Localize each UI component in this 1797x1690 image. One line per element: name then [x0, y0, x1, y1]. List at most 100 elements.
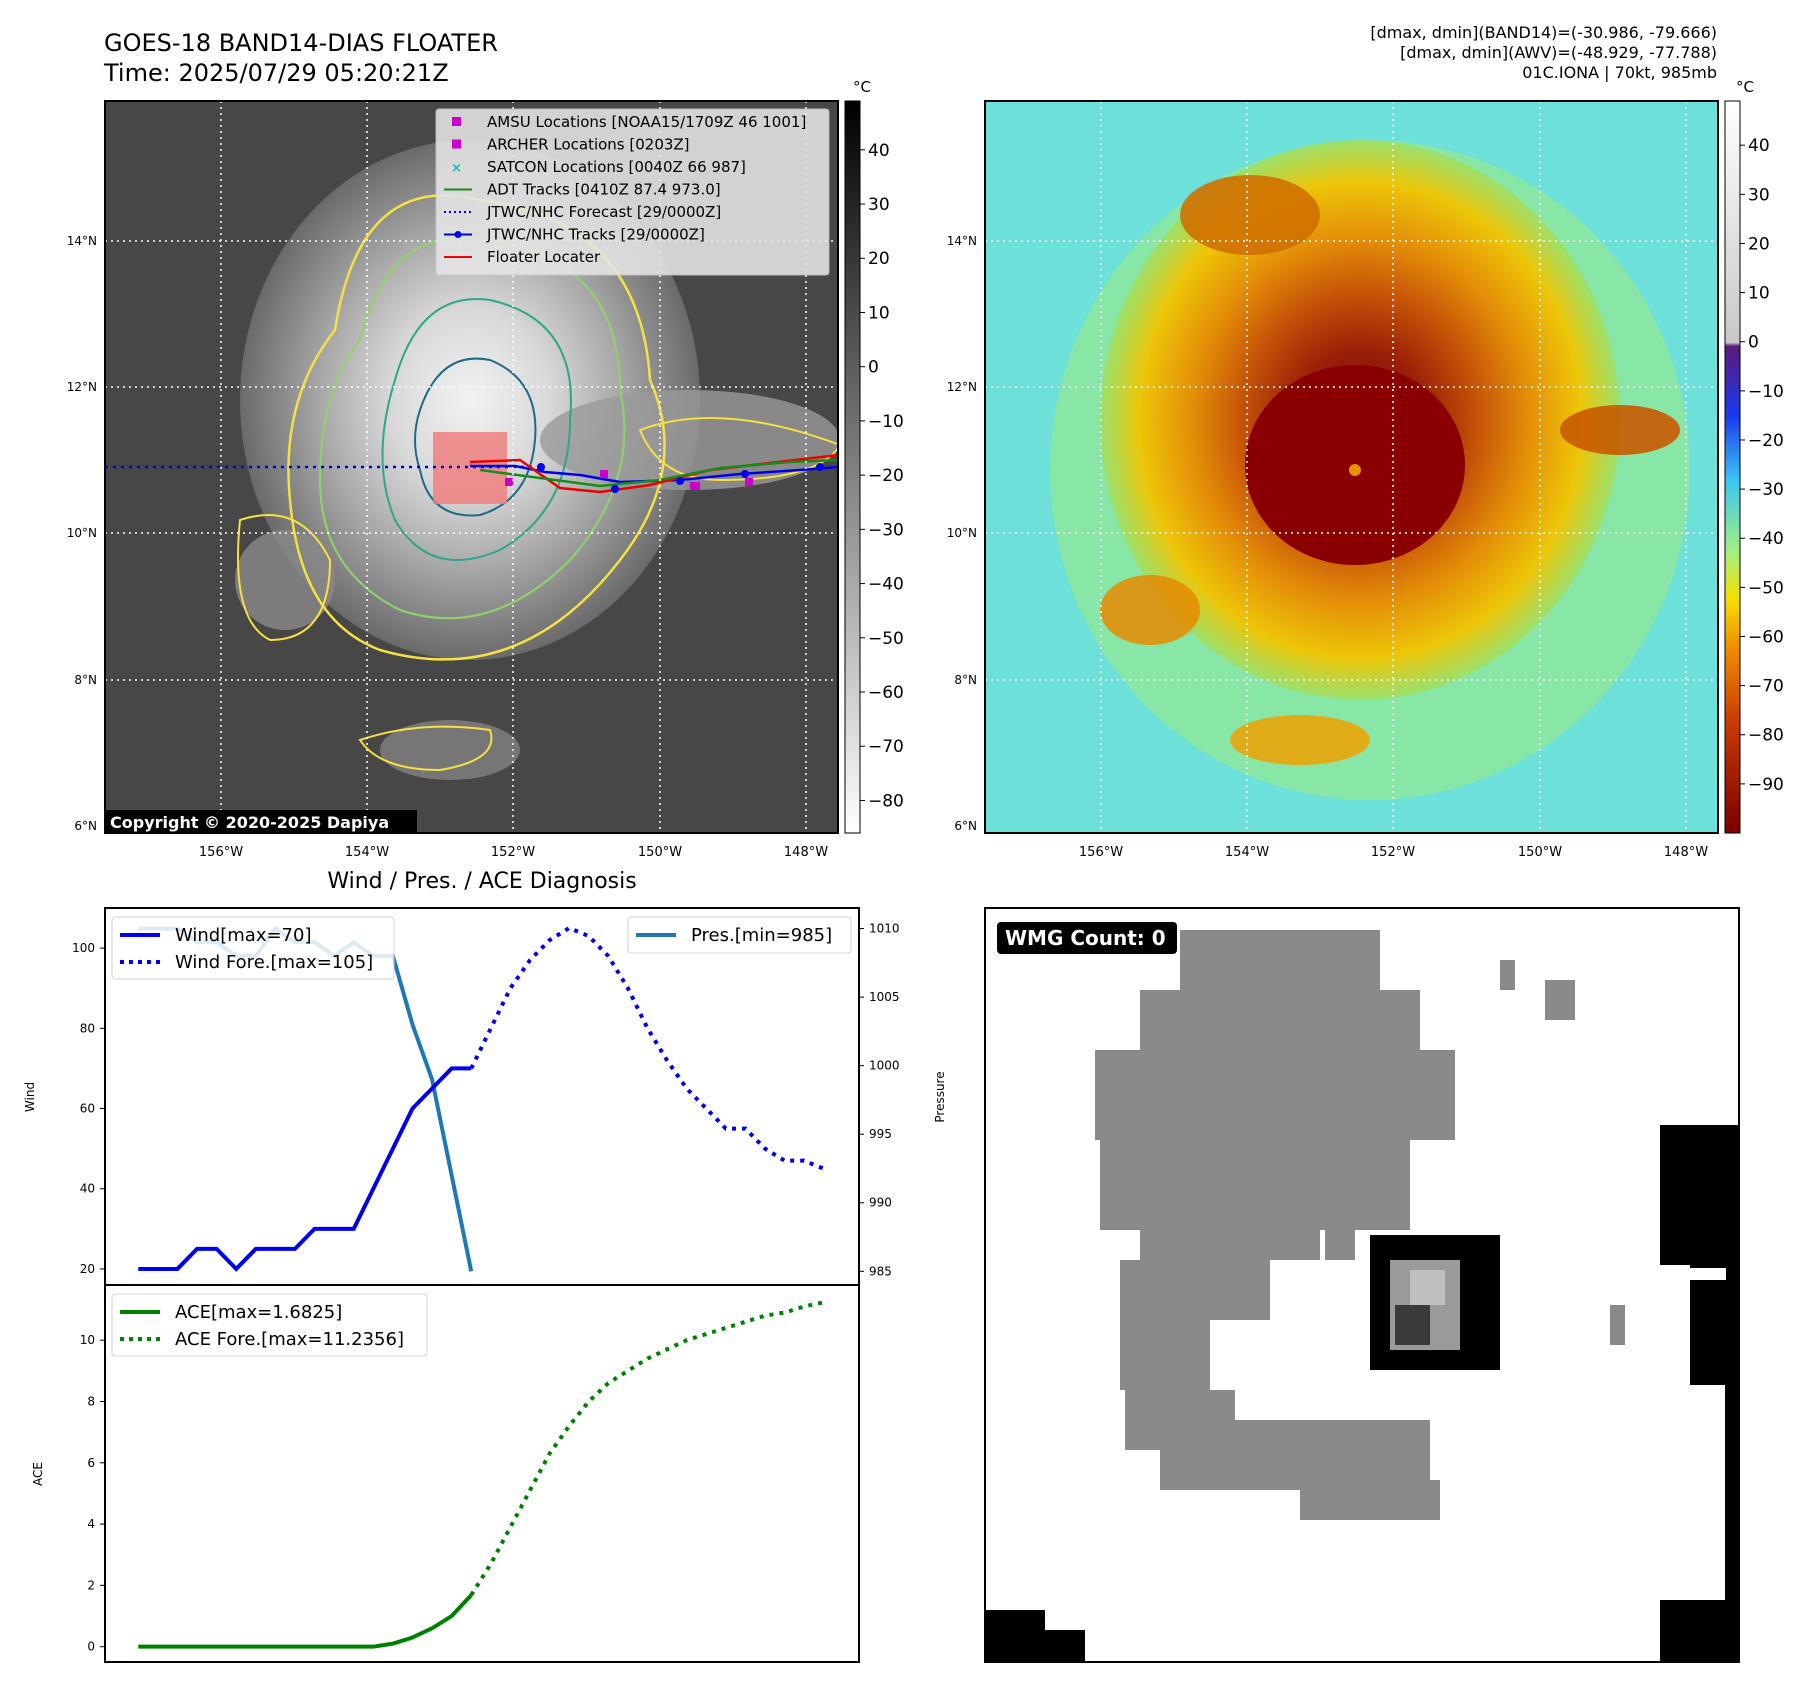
- colorbar-right-unit: °C: [1736, 78, 1754, 96]
- lon-label-right-150: 150°W: [1518, 845, 1562, 860]
- legend-label: ARCHER Locations [0203Z]: [487, 136, 690, 154]
- legend-marker: [452, 117, 461, 126]
- contour-core: [414, 357, 537, 517]
- colorbar-right-tick: −60: [1748, 627, 1784, 647]
- colorbar-left-tick: 10: [868, 303, 890, 323]
- lat-label-left-6: 6°N: [74, 819, 97, 833]
- legend-item: JTWC/NHC Forecast [29/0000Z]: [444, 203, 721, 221]
- legend-marker: [452, 139, 461, 149]
- y-tick-label: 2: [87, 1578, 95, 1592]
- colorbar-left-tick: −10: [868, 412, 904, 432]
- lat-label-right-8: 8°N: [954, 673, 977, 687]
- colorbar-left: °C 40 30 20 10 0 −10 −20 −30 −40 −50 −60 −70 −80: [844, 78, 904, 834]
- lat-label-right-6: 6°N: [954, 819, 977, 833]
- pressure-legend: Pres.[min=985]: [627, 916, 852, 954]
- lon-label-left-148: 148°W: [784, 845, 828, 860]
- colorbar-left-tick: 20: [868, 249, 890, 269]
- lon-label-left-152: 152°W: [491, 845, 535, 860]
- jtwc-track: [470, 464, 838, 484]
- lat-label-left-8: 8°N: [74, 673, 97, 687]
- y-tick-label: 6: [87, 1456, 95, 1470]
- colorbar-right-tick: −20: [1748, 431, 1784, 451]
- lat-label-left-12: 12°N: [67, 380, 97, 394]
- floater-box: [433, 432, 507, 504]
- wmg-eye: [1370, 1235, 1500, 1370]
- series-forecast-line: [469, 1300, 825, 1597]
- colorbar-right-tick: 0: [1748, 333, 1759, 353]
- lat-label-left-10: 10°N: [67, 526, 97, 540]
- colorbar-left-tick: −80: [868, 791, 904, 811]
- legend-item: AMSU Locations [NOAA15/1709Z 46 1001]: [452, 113, 806, 131]
- wmg-black-region: [985, 1125, 1739, 1662]
- wind-axis-label: Wind: [23, 1082, 37, 1112]
- wind-legend: Wind[max=70] Wind Fore.[max=105]: [111, 916, 395, 980]
- legend-label: ADT Tracks [0410Z 87.4 973.0]: [487, 181, 721, 199]
- y-tick-label: 0: [87, 1640, 95, 1654]
- lon-label-right-152: 152°W: [1371, 845, 1415, 860]
- colorbar-right-tick: −70: [1748, 677, 1784, 697]
- legend-item: ARCHER Locations [0203Z]: [452, 136, 690, 154]
- lon-label-left-156: 156°W: [199, 845, 243, 860]
- colorbar-right-tick: −40: [1748, 529, 1784, 549]
- y-tick-label: 995: [869, 1127, 892, 1141]
- series-line: [138, 1066, 472, 1272]
- copyright-box: [105, 810, 417, 833]
- legend-ace: ACE[max=1.6825]: [175, 1302, 342, 1323]
- lat-label-left-14: 14°N: [67, 234, 97, 248]
- ir-satellite-map: AMSU Locations [NOAA15/1709Z 46 1001] ARC…: [104, 100, 839, 834]
- observation-time: Time: 2025/07/29 05:20:21Z: [104, 59, 449, 87]
- colorbar-right-tick: 40: [1748, 136, 1770, 156]
- colorbar-right-tick: 30: [1748, 185, 1770, 205]
- y-tick-label: 990: [869, 1196, 892, 1210]
- y-tick-label: 4: [87, 1517, 95, 1531]
- y-tick-label: 1000: [869, 1059, 900, 1073]
- colorbar-left-unit: °C: [853, 78, 871, 96]
- legend-label: JTWC/NHC Tracks [29/0000Z]: [486, 226, 705, 244]
- storm-info: 01C.IONA | 70kt, 985mb: [1522, 63, 1717, 82]
- legend-item: JTWC/NHC Tracks [29/0000Z]: [444, 226, 705, 244]
- lat-label-right-10: 10°N: [947, 526, 977, 540]
- lat-label-right-12: 12°N: [947, 380, 977, 394]
- lon-label-left-150: 150°W: [638, 845, 682, 860]
- lon-label-right-156: 156°W: [1079, 845, 1123, 860]
- colorbar-left-tick: 0: [868, 358, 879, 378]
- copyright-text: Copyright © 2020-2025 Dapiya: [110, 813, 389, 832]
- lat-label-right-14: 14°N: [947, 234, 977, 248]
- colorbar-right-tick: −30: [1748, 480, 1784, 500]
- legend-wind-forecast: Wind Fore.[max=105]: [175, 952, 373, 973]
- y-tick-label: 8: [87, 1394, 95, 1408]
- awv-gridlines: [985, 101, 1718, 833]
- legend-pressure: Pres.[min=985]: [691, 925, 832, 946]
- page-title: GOES-18 BAND14-DIAS FLOATER: [104, 29, 498, 57]
- y-tick-label: 100: [72, 941, 95, 955]
- ir-map-frame: [104, 100, 839, 834]
- band14-stats: [dmax, dmin](BAND14)=(-30.986, -79.666): [1370, 23, 1717, 42]
- pressure-axis-label: Pressure: [933, 1071, 947, 1122]
- colorbar-left-tick: −40: [868, 575, 904, 595]
- colorbar-right-tick: 10: [1748, 284, 1770, 304]
- series-forecast-line: [469, 925, 825, 1171]
- ace-axis-label: ACE: [31, 1462, 45, 1486]
- ace-legend: ACE[max=1.6825] ACE Fore.[max=11.2356]: [111, 1293, 428, 1357]
- diagnosis-title: Wind / Pres. / ACE Diagnosis: [327, 869, 636, 894]
- legend-label: Floater Locater: [487, 248, 601, 266]
- y-tick-label: 985: [869, 1264, 892, 1278]
- colorbar-right-tick: −50: [1748, 578, 1784, 598]
- colorbar-left-tick: 30: [868, 195, 890, 215]
- legend-label: JTWC/NHC Forecast [29/0000Z]: [486, 203, 721, 221]
- lon-label-right-148: 148°W: [1664, 845, 1708, 860]
- awv-stats: [dmax, dmin](AWV)=(-48.929, -77.788): [1400, 43, 1717, 62]
- legend-item: ADT Tracks [0410Z 87.4 973.0]: [444, 181, 721, 199]
- map-legend: AMSU Locations [NOAA15/1709Z 46 1001] ARC…: [435, 108, 830, 276]
- colorbar-left-tick: 40: [868, 141, 890, 161]
- colorbar-left-tick: −20: [868, 466, 904, 486]
- colorbar-left-tick: −70: [868, 737, 904, 757]
- y-tick-label: 60: [80, 1102, 95, 1116]
- wmg-map: WMG Count: 0: [984, 907, 1740, 1663]
- legend-ace-forecast: ACE Fore.[max=11.2356]: [175, 1329, 404, 1350]
- awv-color-map: [984, 100, 1719, 834]
- colorbar-left-tick: −60: [868, 683, 904, 703]
- colorbar-left-tick: −30: [868, 520, 904, 540]
- wmg-count-badge: [997, 922, 1177, 954]
